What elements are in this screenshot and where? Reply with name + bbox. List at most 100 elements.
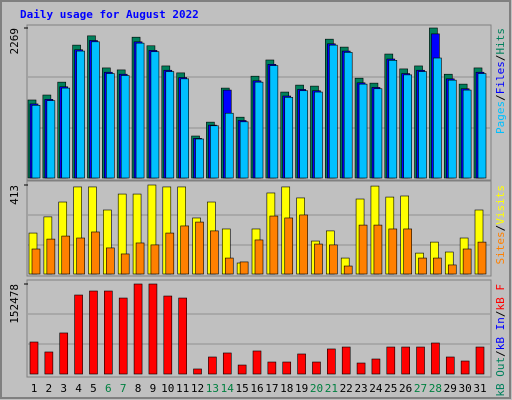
bar: [343, 265, 353, 275]
bar: [210, 230, 219, 275]
legend: Sites/Visits: [494, 185, 507, 265]
bar: [210, 125, 219, 179]
bar: [462, 89, 472, 179]
x-tick-label: 31: [473, 382, 486, 395]
bar: [180, 225, 189, 275]
x-tick-label: 30: [459, 382, 472, 395]
bar: [418, 257, 427, 275]
legend-separator: /: [494, 55, 507, 62]
y-tick-label: 413: [8, 185, 21, 205]
x-tick-label: 12: [191, 382, 204, 395]
bar: [388, 228, 398, 275]
x-tick-label: 23: [354, 382, 367, 395]
bar: [371, 358, 381, 375]
bar: [462, 248, 472, 275]
bar: [148, 283, 158, 375]
x-tick-label: 13: [206, 382, 219, 395]
bar: [224, 257, 234, 275]
bar: [254, 81, 264, 179]
bar: [282, 361, 292, 375]
bar: [91, 41, 100, 179]
x-tick-label: 19: [295, 382, 308, 395]
legend-separator: /: [494, 225, 507, 232]
bar: [386, 346, 396, 375]
bar: [418, 71, 427, 179]
x-tick-label: 28: [429, 382, 442, 395]
bar: [165, 232, 175, 275]
x-tick-label: 6: [105, 382, 112, 395]
bar: [239, 261, 249, 275]
bar: [150, 51, 160, 179]
x-tick-label: 14: [221, 382, 235, 395]
bar: [447, 264, 457, 275]
bar: [373, 224, 383, 275]
bar: [61, 235, 71, 275]
bar: [433, 57, 442, 179]
x-tick-label: 11: [176, 382, 189, 395]
bar: [269, 215, 279, 275]
x-tick-label: 22: [340, 382, 353, 395]
bar: [29, 341, 39, 375]
bar: [31, 104, 41, 179]
bar: [237, 364, 247, 375]
bar: [76, 50, 85, 179]
bar: [193, 368, 202, 375]
x-tick-label: 20: [310, 382, 323, 395]
bar: [59, 332, 69, 375]
bar: [222, 352, 232, 375]
legend-entry: kB In: [494, 317, 507, 350]
bar: [312, 361, 321, 375]
x-tick-label: 16: [250, 382, 263, 395]
legend-separator: /: [494, 94, 507, 101]
legend-separator: /: [494, 311, 507, 318]
bar: [477, 241, 487, 275]
bar: [477, 73, 487, 179]
bar: [327, 348, 336, 375]
bar: [403, 74, 412, 179]
legend-entry: Sites: [494, 231, 507, 264]
x-tick-label: 17: [265, 382, 278, 395]
bar: [341, 346, 351, 375]
bar: [433, 257, 442, 275]
x-tick-label: 24: [369, 382, 383, 395]
bar: [89, 290, 98, 375]
bar: [403, 228, 412, 275]
bar: [358, 224, 368, 275]
y-tick-label: 152478: [8, 284, 21, 324]
bar: [180, 78, 189, 179]
bar: [46, 100, 56, 179]
bar: [208, 356, 217, 375]
bar: [373, 88, 383, 179]
bar: [133, 283, 143, 375]
x-tick-label: 25: [384, 382, 397, 395]
bar: [195, 221, 204, 275]
bar: [239, 121, 249, 179]
bar: [76, 237, 85, 275]
x-tick-label: 18: [280, 382, 293, 395]
legend: kB Out/kB In/kB F: [494, 284, 507, 397]
bar: [106, 247, 115, 275]
bar: [106, 73, 115, 179]
bar: [314, 243, 323, 275]
bar: [195, 138, 204, 179]
bar: [460, 360, 470, 375]
bar: [401, 346, 410, 375]
x-tick-label: 4: [75, 382, 82, 395]
x-tick-label: 7: [120, 382, 127, 395]
bar: [178, 297, 187, 375]
bar: [254, 239, 264, 275]
bar: [91, 231, 100, 275]
bar: [135, 42, 145, 179]
bar: [299, 90, 308, 179]
x-tick-label: 10: [161, 382, 174, 395]
bar: [445, 356, 455, 375]
x-tick-label: 9: [150, 382, 157, 395]
panel-frame: [26, 279, 492, 378]
bar: [297, 353, 306, 375]
bar: [118, 297, 128, 375]
bar: [44, 351, 54, 375]
bar: [284, 217, 294, 275]
bar: [284, 97, 294, 179]
bar: [74, 294, 83, 375]
